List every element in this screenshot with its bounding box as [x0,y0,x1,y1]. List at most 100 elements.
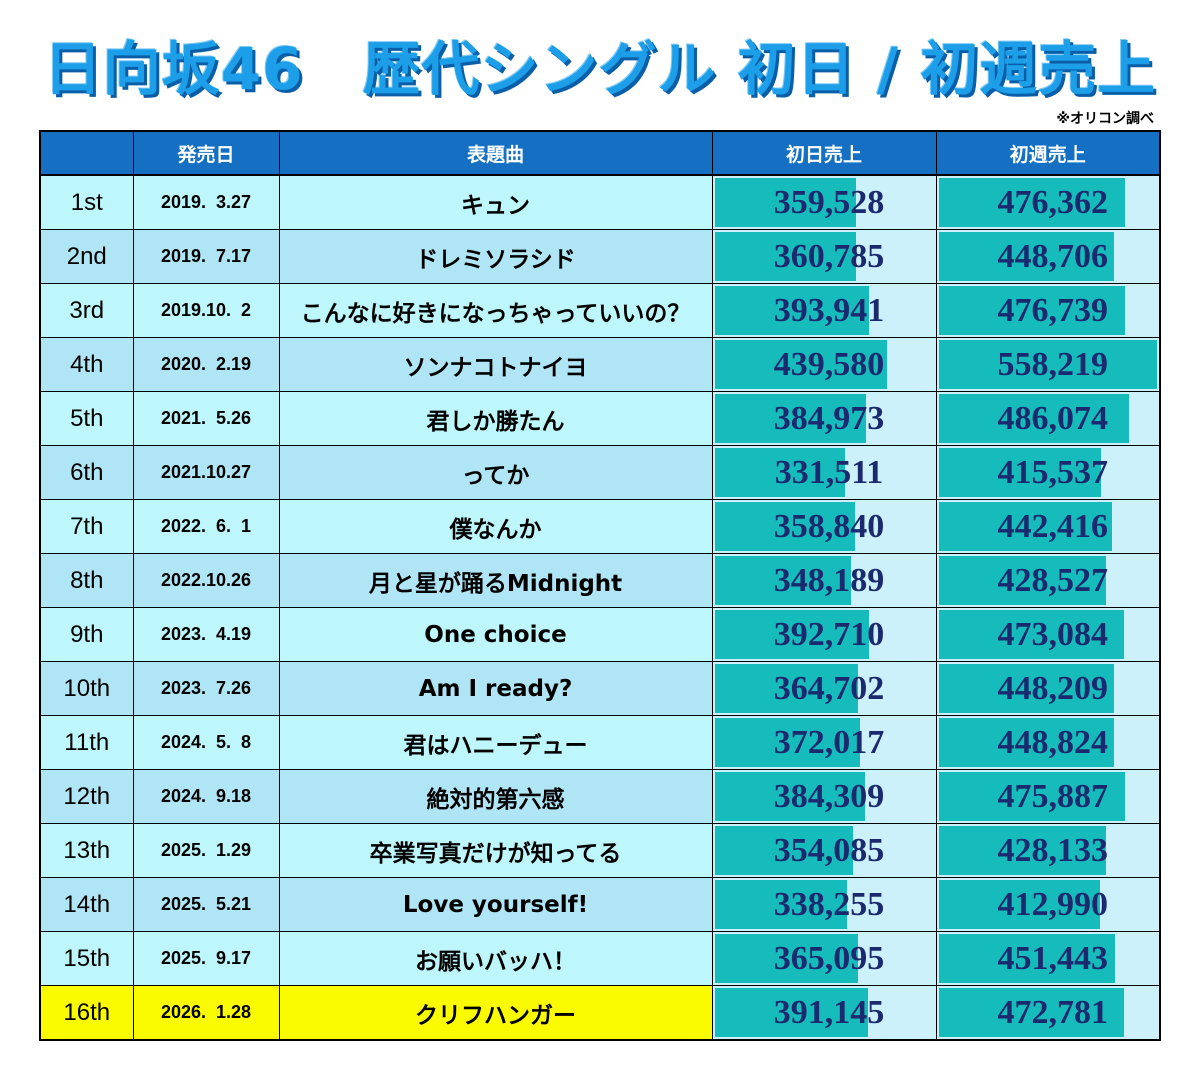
first-week-sales-cell: 558,219 [935,337,1161,392]
single-number: 3rd [39,283,134,338]
single-number: 10th [39,661,134,716]
first-week-bar [938,934,1116,983]
table-row: 12th 2024. 9.18 絶対的第六感 384,309 475,887 [39,769,1161,824]
single-number: 11th [39,715,134,770]
first-day-sales-cell: 331,511 [711,445,937,500]
first-day-sales-cell: 354,085 [711,823,937,878]
table-row: 1st 2019. 3.27 キュン 359,528 476,362 [39,174,1161,230]
first-week-bar [938,988,1124,1037]
first-day-bar [714,502,856,551]
single-number: 16th [39,985,134,1041]
first-week-value: 476,362 [997,183,1109,221]
header-song: 表題曲 [278,130,713,176]
first-day-bar [714,826,854,875]
first-day-value: 364,702 [773,669,885,707]
first-week-sales-cell: 415,537 [935,445,1161,500]
song-title: ってか [278,445,713,500]
first-week-value: 476,739 [997,291,1109,329]
first-week-value: 442,416 [997,507,1109,545]
release-date: 2025. 9.17 [132,931,280,986]
first-week-bar [938,826,1107,875]
first-day-bar [714,178,856,227]
release-date: 2022.10.26 [132,553,280,608]
first-day-sales-cell: 360,785 [711,229,937,284]
first-week-bar [938,556,1107,605]
first-week-value: 473,084 [997,615,1109,653]
first-day-value: 348,189 [773,561,885,599]
table-row: 15th 2025. 9.17 お願いバッハ！ 365,095 451,443 [39,931,1161,986]
header-no [39,130,134,176]
single-number: 6th [39,445,134,500]
first-week-value: 558,219 [997,345,1109,383]
first-day-value: 359,528 [773,183,885,221]
first-week-value: 412,990 [997,885,1109,923]
first-day-value: 393,941 [773,291,885,329]
header-date: 発売日 [132,130,280,176]
sales-table: 発売日 表題曲 初日売上 初週売上 1st 2019. 3.27 キュン 359,52… [39,130,1161,1041]
song-title: ドレミソラシド [278,229,713,284]
first-day-value: 372,017 [773,723,885,761]
first-week-sales-cell: 428,133 [935,823,1161,878]
first-day-bar [714,610,869,659]
first-day-bar [714,664,858,713]
source-note: ※オリコン調べ [1056,111,1154,127]
first-day-bar [714,340,887,389]
first-week-sales-cell: 448,706 [935,229,1161,284]
song-title: One choice [278,607,713,662]
release-date: 2019. 3.27 [132,174,280,230]
release-date: 2025. 5.21 [132,877,280,932]
first-day-sales-cell: 391,145 [711,985,937,1041]
table-row: 2nd 2019. 7.17 ドレミソラシド 360,785 448,706 [39,229,1161,284]
table-row: 10th 2023. 7.26 Am I ready? 364,702 448,209 [39,661,1161,716]
release-date: 2020. 2.19 [132,337,280,392]
first-day-bar [714,556,852,605]
first-week-sales-cell: 448,824 [935,715,1161,770]
header-first-day: 初日売上 [711,130,937,176]
song-title: 絶対的第六感 [278,769,713,824]
song-title: 月と星が踊るMidnight [278,553,713,608]
single-number: 4th [39,337,134,392]
first-day-sales-cell: 359,528 [711,174,937,230]
single-number: 13th [39,823,134,878]
table-row: 13th 2025. 1.29 卒業写真だけが知ってる 354,085 428,133 [39,823,1161,878]
first-day-value: 439,580 [773,345,885,383]
first-week-bar [938,880,1101,929]
first-week-bar [938,448,1102,497]
first-day-bar [714,988,868,1037]
first-day-bar [714,880,848,929]
first-week-sales-cell: 428,527 [935,553,1161,608]
first-day-bar [714,448,845,497]
single-number: 12th [39,769,134,824]
first-day-sales-cell: 393,941 [711,283,937,338]
song-title: こんなに好きになっちゃっていいの？ [278,283,713,338]
first-day-sales-cell: 439,580 [711,337,937,392]
first-week-value: 428,133 [997,831,1109,869]
first-week-value: 475,887 [997,777,1109,815]
first-day-sales-cell: 392,710 [711,607,937,662]
first-week-bar [938,664,1114,713]
first-day-value: 391,145 [773,993,885,1031]
single-number: 14th [39,877,134,932]
first-day-bar [714,718,861,767]
first-day-value: 392,710 [773,615,885,653]
first-week-sales-cell: 476,739 [935,283,1161,338]
first-week-sales-cell: 412,990 [935,877,1161,932]
first-day-value: 358,840 [773,507,885,545]
first-week-bar [938,394,1129,443]
first-day-sales-cell: 365,095 [711,931,937,986]
release-date: 2021.10.27 [132,445,280,500]
single-number: 1st [39,174,134,230]
first-week-bar [938,340,1157,389]
song-title: キュン [278,174,713,230]
first-week-bar [938,232,1115,281]
song-title: 僕なんか [278,499,713,554]
single-number: 5th [39,391,134,446]
first-day-value: 331,511 [774,453,884,491]
first-week-sales-cell: 448,209 [935,661,1161,716]
release-date: 2024. 5. 8 [132,715,280,770]
song-title: Love yourself! [278,877,713,932]
song-title: お願いバッハ！ [278,931,713,986]
first-week-sales-cell: 486,074 [935,391,1161,446]
first-day-value: 338,255 [773,885,885,923]
song-title: 君はハニーデュー [278,715,713,770]
